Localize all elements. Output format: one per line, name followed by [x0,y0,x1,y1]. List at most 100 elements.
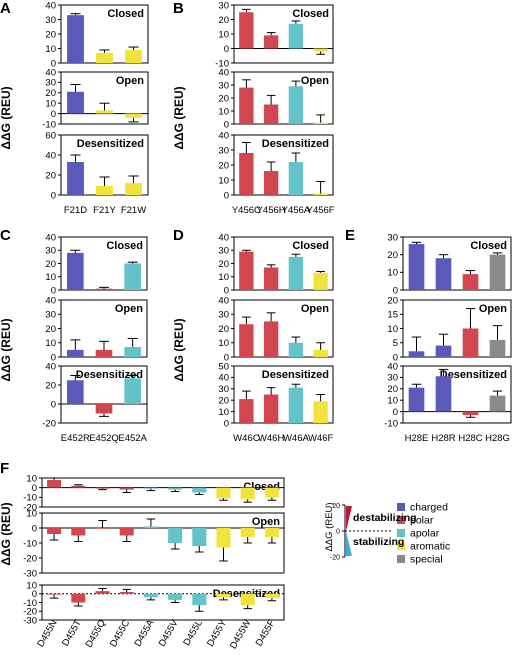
x-tick-label: H28C [458,433,482,444]
x-tick-label: Y456A [282,205,311,216]
y-tick-label: 10 [45,272,56,283]
bar-h28c [462,328,479,357]
bar-e452a [124,378,141,404]
y-axis-label: ΔΔG (REU) [172,318,186,381]
bar-e452a [124,347,141,357]
y-tick-label: 40 [218,67,229,78]
y-tick-label: 10 [26,473,37,484]
y-tick-label: 10 [218,106,229,117]
y-tick-label: 40 [387,361,398,372]
x-tick-label: H28R [431,433,455,444]
bar-d455t [71,485,86,488]
subplot-title: Desensitized [262,138,329,150]
bar-y456f [313,122,328,124]
y-tick-label: 0 [393,407,398,418]
y-tick-label: 0 [224,285,229,296]
bar-d455w [240,528,255,537]
scale-tick-label-bottom: -20 [330,555,340,562]
bar-h28c [462,274,479,290]
bar-f21w [125,113,142,118]
bar-d455v [168,528,183,543]
subplot-title: Desensitized [440,369,507,381]
y-tick-label: 20 [387,295,398,306]
bar-w46f [313,401,328,423]
bar-e452q [95,288,113,290]
y-tick-label: 0 [51,352,56,363]
subplot-title: Open [301,303,329,315]
scale-y-axis-label: ΔΔG (REU) [324,502,335,551]
bar-h28e [408,387,425,412]
y-tick-label: 40 [218,130,229,141]
bar-d455q [95,591,110,594]
x-tick-label: D455V [157,617,181,648]
bar-h28c [462,411,479,416]
legend-label-aromatic: aromatic [410,541,450,553]
bar-d455l [192,593,207,606]
plot-frame [233,365,334,424]
y-tick-label: 10 [45,44,56,55]
panel-letter-d: D [173,227,184,244]
bar-e452q [95,404,113,414]
legend-swatch-polar [397,516,405,524]
y-tick-label: 0 [224,190,229,201]
bar-w46a [288,387,304,423]
subplot-title: Closed [292,8,329,20]
x-tick-label: W46C [233,433,260,444]
subplot-title: Desensitized [76,369,143,381]
y-tick-label: -10 [23,598,37,609]
subplot-title: Closed [292,240,329,252]
bar-f21d [67,162,84,195]
panel-c: C ΔΔG (REU) 0 10 20 30 40 Closed 0 10 20 30 40 Open -2… [0,227,148,444]
y-tick-label: 50 [218,361,229,372]
bar-w46a [288,256,304,290]
panel-letter-a: A [0,0,11,17]
y-tick-label: -20 [23,553,37,564]
y-tick-label: 30 [45,15,56,26]
y-tick-label: 40 [218,373,229,384]
bar-h28g [489,339,506,357]
y-axis-label: ΔΔG (REU) [0,502,13,565]
bar-h28r [435,258,452,290]
y-tick-label: 20 [45,380,56,391]
bar-d455t [71,528,86,536]
destabilizing-wedge [346,506,352,531]
bar-d455c [119,487,134,490]
subplot-title: Open [252,516,280,528]
bar-e452r [67,349,84,357]
bar-d455t [71,593,86,603]
bar-d455w [240,487,255,500]
y-tick-label: -10 [23,538,37,549]
x-tick-label: W46H [258,433,285,444]
subplot-open: 0 10 20 30 40 Open [218,295,334,363]
subplot-desensitized: 0 20 40 60 Desensitized [45,130,149,201]
bar-e452r [67,252,84,290]
y-tick-label: -10 [384,418,398,429]
subplot-title: Open [116,75,144,87]
y-tick-label: 30 [218,384,229,395]
bar-d455f [264,593,279,599]
y-tick-label: 30 [45,310,56,321]
subplot-title: Open [115,303,143,315]
x-tick-label: D455A [132,617,156,648]
bar-h28g [489,395,506,412]
y-axis-label: ΔΔG (REU) [172,86,186,149]
bar-w46c [239,324,254,357]
bar-h28r [435,376,452,412]
legend-label-apolar: apolar [410,528,440,540]
y-tick-label: 40 [45,361,56,372]
y-tick-label: 0 [393,285,398,296]
y-tick-label: 10 [45,99,56,110]
y-tick-label: 10 [218,272,229,283]
stabilizing-label: stabilizing [353,536,404,548]
y-tick-label: 30 [218,0,229,11]
x-tick-label: D455W [228,618,253,651]
bar-y456a [288,23,304,49]
y-tick-label: 20 [218,324,229,335]
bar-e452a [124,263,141,290]
bar-w46f [313,349,328,357]
x-tick-label: Y456F [307,205,335,216]
panel-letter-e: E [345,227,355,244]
